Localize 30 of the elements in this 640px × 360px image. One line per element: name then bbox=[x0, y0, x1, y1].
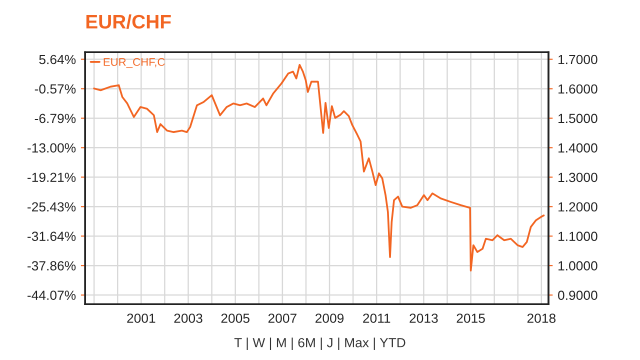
y-tick-label: -6.79% bbox=[34, 114, 76, 124]
text: T | W | M | 6M | J | Max | YTD bbox=[234, 338, 406, 350]
x-tick-label: 2009 bbox=[316, 314, 344, 323]
y-tick-label: -0.57% bbox=[34, 84, 76, 94]
y-tick-label: -13.00% bbox=[28, 143, 76, 153]
y2-tick-label: 1.1000 bbox=[558, 232, 598, 242]
x-tick-label: 2005 bbox=[221, 314, 250, 323]
y2-tick-label: 1.2000 bbox=[558, 202, 598, 212]
y-tick-label: -31.64% bbox=[28, 232, 76, 241]
legend-label: EUR_CHF,C bbox=[104, 58, 165, 68]
y2-tick-label: 1.3000 bbox=[558, 172, 598, 182]
y2-tick-label: 0.9000 bbox=[558, 290, 598, 300]
y-tick-label: -44.07% bbox=[28, 290, 76, 300]
y2-tick-label: 1.4000 bbox=[558, 143, 598, 153]
y-tick-label: -19.21% bbox=[28, 172, 76, 182]
x-tick-label: 2018 bbox=[527, 314, 556, 323]
x-tick-label: 2011 bbox=[363, 314, 390, 323]
y-tick-label: 5.64% bbox=[39, 54, 76, 64]
y2-tick-label: 1.0000 bbox=[558, 261, 598, 270]
x-tick-label: 2015 bbox=[456, 314, 485, 323]
y2-tick-label: 1.5000 bbox=[558, 114, 598, 124]
chart-title: EUR/CHF bbox=[86, 14, 171, 29]
y-tick-label: -25.43% bbox=[28, 202, 76, 212]
x-tick-label: 2003 bbox=[174, 314, 202, 323]
x-tick-label: 2013 bbox=[410, 314, 438, 323]
y-tick-label: -37.86% bbox=[28, 261, 76, 270]
y2-tick-label: 1.6000 bbox=[558, 84, 598, 94]
y2-tick-label: 1.7000 bbox=[558, 54, 598, 64]
x-tick-label: 2007 bbox=[268, 314, 296, 323]
x-tick-label: 2001 bbox=[127, 314, 156, 323]
